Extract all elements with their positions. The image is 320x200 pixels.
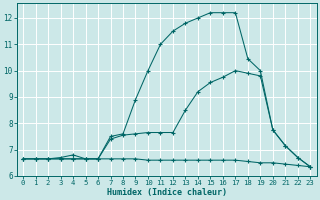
X-axis label: Humidex (Indice chaleur): Humidex (Indice chaleur) xyxy=(107,188,227,197)
